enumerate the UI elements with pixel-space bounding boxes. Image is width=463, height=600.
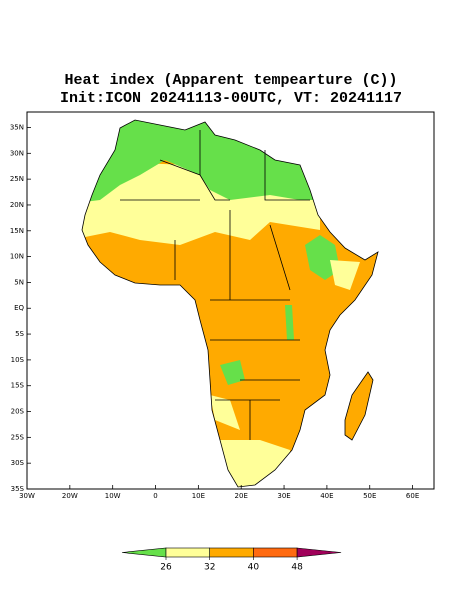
lat-tick-label: 30N <box>10 149 24 157</box>
lon-tick-label: 10W <box>105 492 121 500</box>
map-frame: 35N 30N 25N 20N 15N 10N 5N EQ 5S 10S 15S 20S 25S 30S 3… <box>10 111 435 500</box>
frame-box <box>26 111 435 490</box>
lat-tick-label: 5N <box>14 278 24 286</box>
lat-tick-label: 20N <box>10 201 24 209</box>
field-green-south <box>220 360 245 385</box>
field-yellow-namibia <box>210 395 240 430</box>
lat-tick-label: 15N <box>10 227 24 235</box>
field-green-north <box>82 120 378 205</box>
lat-tick-label: 25N <box>10 175 24 183</box>
lat-tick-label: 10S <box>11 356 25 364</box>
lon-tick-label: 20E <box>235 492 248 500</box>
lon-tick-label: 40E <box>320 492 333 500</box>
lon-tick-label: 50E <box>363 492 376 500</box>
colorbar-segment <box>209 547 254 558</box>
lon-tick-label: 30E <box>277 492 290 500</box>
lat-tick-label: 35N <box>10 123 24 131</box>
field-green-east <box>305 235 340 280</box>
field-yellow-cape <box>205 440 290 487</box>
lat-tick-label: 25S <box>11 433 25 441</box>
field-green-lakes <box>285 305 294 340</box>
map-subtitle: Init:ICON 20241113-00UTC, VT: 20241117 <box>60 90 402 107</box>
country-borders <box>120 130 310 440</box>
lon-tick-label: 60E <box>406 492 419 500</box>
colorbar-label: 40 <box>248 563 260 573</box>
colorbar-segment <box>165 547 211 558</box>
lat-tick-label: 5S <box>15 330 24 338</box>
lon-tick-label: 0 <box>153 492 157 500</box>
colorbar-high <box>296 547 342 558</box>
map-title: Heat index (Apparent tempearture (C)) <box>64 72 397 89</box>
lat-tick-label: 20S <box>11 408 25 416</box>
lon-tick-label: 20W <box>62 492 78 500</box>
colorbar-label: 26 <box>160 563 172 573</box>
lat-tick-label: 35S <box>11 485 25 493</box>
colorbar: 26 32 40 48 <box>121 547 342 573</box>
lat-tick-label: 15S <box>11 382 25 390</box>
lon-tick-label: 10E <box>192 492 205 500</box>
colorbar-segment <box>253 547 298 558</box>
lat-tick-label: 10N <box>10 253 24 261</box>
lon-tick-label: 30W <box>19 492 35 500</box>
lat-tick-label: EQ <box>14 304 24 312</box>
colorbar-low <box>121 547 167 558</box>
field-yellow-horn <box>330 260 360 290</box>
colorbar-label: 48 <box>291 563 303 573</box>
colorbar-label: 32 <box>204 563 215 573</box>
lat-tick-label: 30S <box>11 459 25 467</box>
